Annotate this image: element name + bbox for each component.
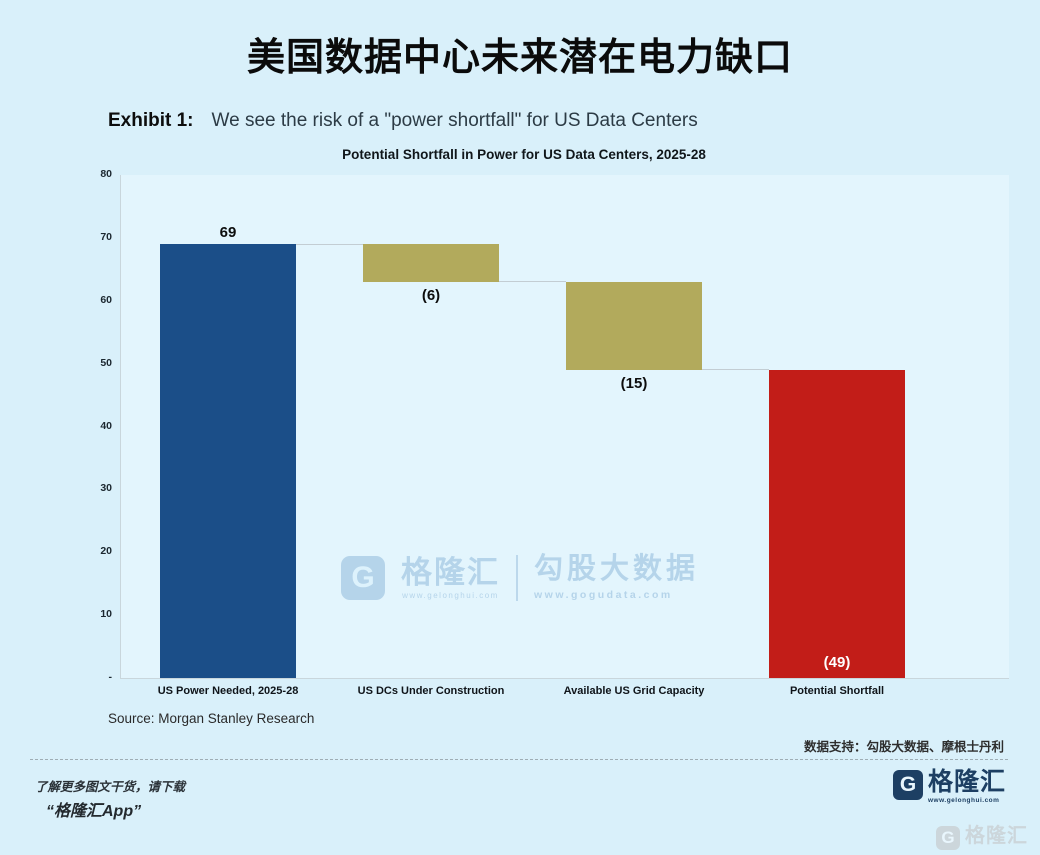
x-axis-category: US DCs Under Construction bbox=[357, 685, 505, 697]
y-axis-tick: 30 bbox=[100, 482, 112, 495]
bar-2 bbox=[363, 244, 499, 282]
y-axis-tick: 20 bbox=[100, 545, 112, 558]
page-title: 美国数据中心未来潜在电力缺口 bbox=[246, 37, 793, 79]
bar-1 bbox=[160, 244, 296, 678]
y-axis-tick: 50 bbox=[100, 356, 112, 369]
exhibit-text: We see the risk of a "power shortfall" f… bbox=[211, 110, 698, 131]
gelonghui-logo-text: 格隆汇 bbox=[927, 768, 1006, 796]
bar-value-label: (49) bbox=[823, 654, 851, 671]
chart-title: Potential Shortfall in Power for US Data… bbox=[342, 147, 706, 162]
x-axis-category: Available US Grid Capacity bbox=[563, 685, 705, 697]
gelonghui-g-icon: G bbox=[892, 770, 923, 800]
y-axis-tick: 60 bbox=[100, 293, 112, 306]
gelonghui-logo-dark: G 格隆汇 www.gelonghui.com bbox=[892, 768, 1006, 805]
source-note: Source: Morgan Stanley Research bbox=[108, 711, 315, 726]
data-support-note: 数据支持：勾股大数据、摩根士丹利 bbox=[803, 740, 1004, 754]
bar-value-label: (15) bbox=[620, 374, 648, 392]
bar-4 bbox=[769, 369, 905, 678]
y-axis-tick: - bbox=[108, 671, 113, 683]
x-axis-category: US Power Needed, 2025-28 bbox=[157, 685, 299, 697]
waterfall-connector bbox=[296, 243, 363, 245]
y-axis-tick: 80 bbox=[100, 168, 112, 180]
exhibit-label: Exhibit 1: bbox=[108, 110, 194, 131]
footer-promo-line2: “格隆汇App” bbox=[46, 803, 142, 820]
y-axis-tick: 40 bbox=[100, 419, 112, 432]
bar-3 bbox=[566, 281, 702, 370]
gelonghui-logo-text: 格隆汇 bbox=[965, 825, 1028, 847]
waterfall-connector bbox=[499, 281, 566, 283]
gelonghui-g-icon: G bbox=[936, 826, 960, 850]
gelonghui-logo-gray: G 格隆汇 bbox=[936, 826, 1028, 850]
gelonghui-logo-url: www.gelonghui.com bbox=[927, 797, 1000, 804]
footer-divider bbox=[30, 759, 1008, 760]
x-axis-category: Potential Shortfall bbox=[789, 685, 885, 697]
bar-value-label: 69 bbox=[219, 224, 237, 242]
footer-promo-line1: 了解更多图文干货，请下载 bbox=[35, 780, 186, 794]
bar-value-label: (6) bbox=[421, 286, 441, 304]
exhibit-caption: Exhibit 1: We see the risk of a "power sh… bbox=[108, 110, 698, 132]
y-axis-tick: 10 bbox=[100, 608, 112, 621]
y-axis-tick: 70 bbox=[100, 230, 112, 243]
waterfall-connector bbox=[702, 369, 769, 371]
